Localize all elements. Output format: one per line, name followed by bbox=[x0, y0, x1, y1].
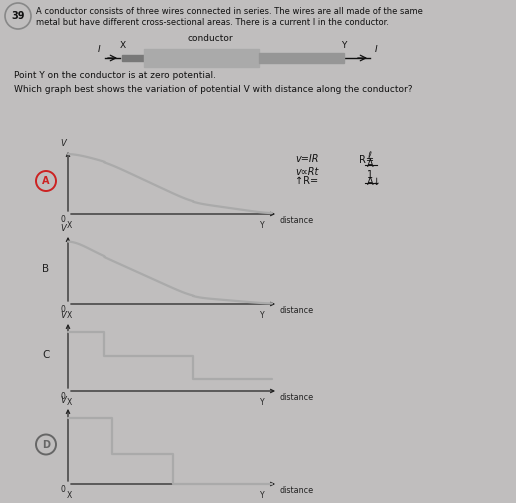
Text: I: I bbox=[375, 45, 378, 54]
Bar bbox=[122, 55, 144, 61]
Text: Y: Y bbox=[260, 221, 264, 230]
Text: X: X bbox=[67, 491, 72, 500]
Text: ℓ: ℓ bbox=[367, 151, 371, 161]
Bar bbox=[66, 148, 288, 216]
Text: A: A bbox=[42, 176, 50, 186]
Text: X: X bbox=[67, 398, 72, 407]
Text: v∝Rt: v∝Rt bbox=[295, 167, 318, 177]
Text: 0: 0 bbox=[60, 392, 65, 401]
Text: Which graph best shows the variation of potential V with distance along the cond: Which graph best shows the variation of … bbox=[14, 85, 412, 94]
Text: Y: Y bbox=[260, 311, 264, 320]
Text: distance: distance bbox=[280, 393, 314, 402]
Text: Y: Y bbox=[260, 491, 264, 500]
Text: v=IR: v=IR bbox=[295, 154, 318, 164]
Text: 1: 1 bbox=[367, 170, 373, 180]
Text: I: I bbox=[98, 45, 100, 54]
Bar bbox=[66, 320, 288, 393]
Text: Y: Y bbox=[260, 398, 264, 407]
Text: 0: 0 bbox=[60, 485, 65, 494]
Text: conductor: conductor bbox=[187, 34, 233, 43]
Text: D: D bbox=[42, 440, 50, 450]
Text: B: B bbox=[42, 264, 50, 274]
Text: 0: 0 bbox=[60, 215, 65, 224]
Text: V: V bbox=[60, 311, 66, 320]
Text: A conductor consists of three wires connected in series. The wires are all made : A conductor consists of three wires conn… bbox=[36, 7, 423, 16]
Text: metal but have different cross-sectional areas. There is a current I in the cond: metal but have different cross-sectional… bbox=[36, 18, 389, 27]
Text: 39: 39 bbox=[11, 11, 25, 21]
Text: Point Y on the conductor is at zero potential.: Point Y on the conductor is at zero pote… bbox=[14, 71, 216, 80]
Text: C: C bbox=[42, 351, 50, 361]
Text: V: V bbox=[60, 396, 66, 405]
Text: A: A bbox=[367, 159, 374, 169]
Text: ↑R=: ↑R= bbox=[295, 176, 318, 186]
Text: X: X bbox=[67, 311, 72, 320]
Bar bbox=[144, 49, 259, 67]
Bar bbox=[66, 233, 288, 306]
Text: 0: 0 bbox=[60, 305, 65, 314]
Text: V: V bbox=[60, 224, 66, 233]
Bar bbox=[66, 405, 288, 486]
Text: distance: distance bbox=[280, 486, 314, 495]
Text: R=: R= bbox=[359, 155, 374, 165]
Text: X: X bbox=[120, 41, 126, 50]
Bar bbox=[259, 53, 344, 63]
Text: distance: distance bbox=[280, 306, 314, 315]
Text: V: V bbox=[60, 139, 66, 148]
Text: distance: distance bbox=[280, 216, 314, 225]
Text: A↓: A↓ bbox=[367, 177, 382, 187]
Circle shape bbox=[5, 3, 31, 29]
Text: Y: Y bbox=[341, 41, 347, 50]
Text: X: X bbox=[67, 221, 72, 230]
